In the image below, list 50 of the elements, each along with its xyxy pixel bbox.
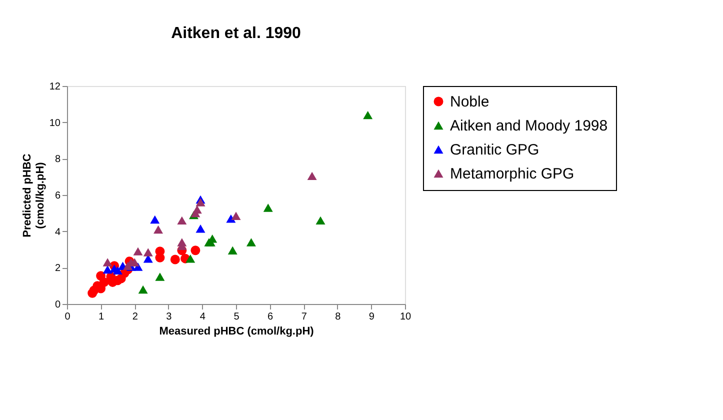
- legend-label: Granitic GPG: [450, 142, 540, 158]
- x-tick-label: 9: [368, 312, 375, 322]
- point: [246, 238, 256, 246]
- y-tick-label: 0: [54, 300, 61, 310]
- x-tick-label: 4: [200, 312, 206, 322]
- point: [231, 212, 241, 220]
- point: [316, 216, 326, 225]
- x-tick-label: 5: [234, 312, 240, 322]
- point: [177, 216, 187, 225]
- x-tick-label: 8: [335, 312, 342, 322]
- x-tick-label: 3: [166, 312, 172, 322]
- x-tick-label: 1: [98, 312, 105, 322]
- x-tick-label: 0: [64, 312, 71, 322]
- x-tick-label: 7: [301, 312, 308, 322]
- legend-label: Metamorphic GPG: [450, 166, 574, 182]
- x-tick-label: 10: [400, 312, 412, 322]
- point: [155, 272, 165, 281]
- point: [363, 110, 373, 120]
- point: [196, 224, 206, 233]
- y-tick-label: 6: [54, 190, 61, 202]
- point: [130, 258, 140, 266]
- point: [123, 262, 133, 270]
- y-tick-label: 4: [54, 226, 61, 238]
- point: [190, 246, 200, 256]
- point: [228, 246, 238, 255]
- x-tick-label: 6: [268, 312, 274, 322]
- point: [99, 277, 109, 287]
- point: [102, 265, 112, 274]
- legend-label: Aitken and Moody 1998: [450, 118, 608, 134]
- point: [170, 254, 180, 264]
- point: [143, 248, 153, 256]
- y-axis-title: Predicted pHBC (cmol/kg.pH): [21, 154, 46, 238]
- y-tick-label: 2: [54, 263, 61, 274]
- point: [154, 225, 164, 234]
- y-tick-label: 8: [54, 154, 61, 166]
- point: [307, 172, 317, 180]
- point: [102, 258, 112, 266]
- y-tick-label: 10: [49, 118, 61, 129]
- point: [133, 247, 143, 256]
- point: [112, 266, 122, 274]
- y-tick-label: 12: [49, 82, 61, 92]
- point: [196, 198, 206, 206]
- point: [150, 215, 160, 224]
- point: [263, 204, 273, 212]
- x-axis-title: Measured pHBC (cmol/kg.pH): [159, 326, 314, 338]
- x-tick-label: 2: [132, 312, 138, 322]
- chart-title: Aitken et al. 1990: [171, 25, 302, 42]
- legend-label: Noble: [450, 94, 490, 110]
- point: [138, 285, 148, 294]
- point: [186, 254, 196, 263]
